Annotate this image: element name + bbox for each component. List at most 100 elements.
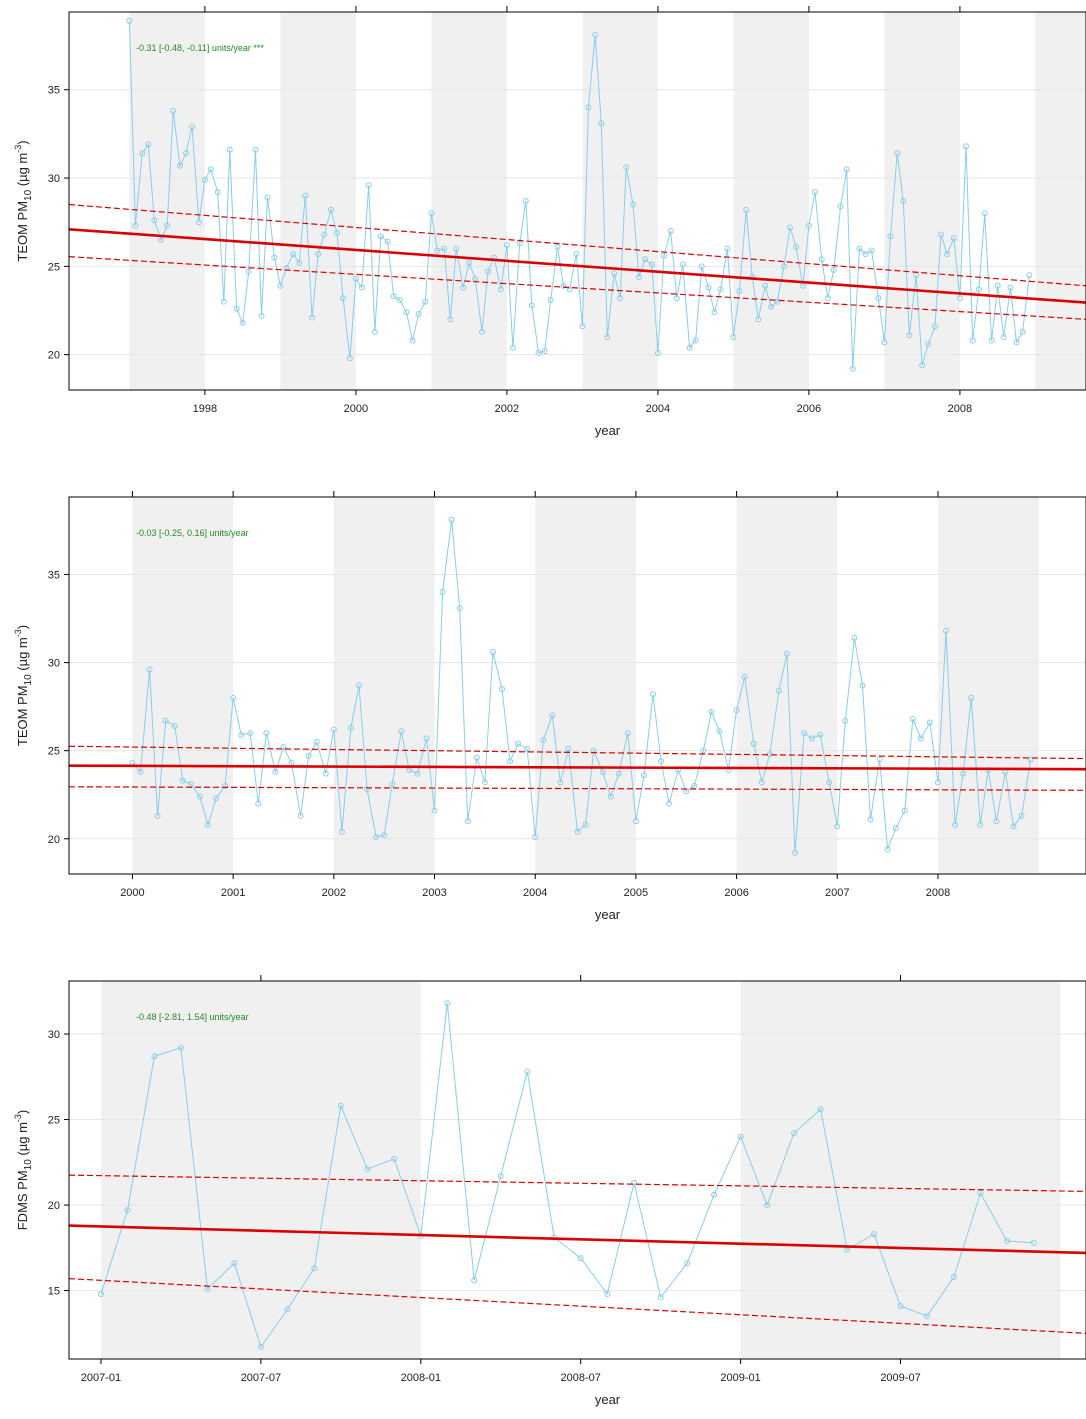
data-point [611, 270, 618, 277]
data-point [302, 192, 309, 199]
data-point [231, 1260, 238, 1267]
data-point [503, 242, 510, 249]
data-point [897, 1302, 904, 1309]
data-point [870, 1231, 877, 1238]
data-point [849, 365, 856, 372]
data-point [934, 779, 941, 786]
data-point [793, 243, 800, 250]
data-point [636, 273, 643, 280]
data-point [834, 823, 841, 830]
data-point [364, 786, 371, 793]
shade-band [733, 12, 809, 390]
data-point [700, 747, 707, 754]
data-point [214, 189, 221, 196]
data-point [509, 344, 516, 351]
data-point [448, 516, 455, 523]
data-point [919, 362, 926, 369]
data-point [247, 730, 254, 737]
data-point [574, 828, 581, 835]
data-point [679, 261, 686, 268]
data-point [309, 314, 316, 321]
data-point [154, 812, 161, 819]
data-point [705, 284, 712, 291]
data-point [708, 708, 715, 715]
y-tick-label: 15 [48, 1286, 60, 1298]
data-point [736, 288, 743, 295]
data-point [969, 337, 976, 344]
data-point [667, 228, 674, 235]
data-point [245, 268, 252, 275]
data-point [257, 1344, 264, 1351]
data-point [296, 259, 303, 266]
plot-area [69, 497, 1086, 874]
data-point [1026, 272, 1033, 279]
plot-frame [68, 11, 1086, 391]
data-point [592, 31, 599, 38]
data-point [909, 715, 916, 722]
x-tick-label: 2007 [825, 887, 849, 899]
x-tick-label: 2008-07 [561, 1372, 601, 1384]
data-point [226, 146, 233, 153]
data-point [230, 694, 237, 701]
data-point [884, 846, 891, 853]
data-point [1010, 823, 1017, 830]
shade-band [740, 981, 1061, 1359]
data-point [330, 726, 337, 733]
data-point [650, 691, 657, 698]
data-point [938, 231, 945, 238]
data-point [535, 349, 542, 356]
data-point [851, 634, 858, 641]
data-point [632, 818, 639, 825]
data-point [981, 210, 988, 217]
data-point [489, 649, 496, 656]
data-point [158, 236, 165, 243]
data-point [481, 779, 488, 786]
data-point [377, 233, 384, 240]
data-point [640, 772, 647, 779]
data-point [658, 758, 665, 765]
data-point [842, 717, 849, 724]
shade-band [535, 497, 636, 874]
data-point [809, 735, 816, 742]
plot-frame [68, 496, 1086, 875]
series-line [132, 519, 1032, 853]
data-point [238, 731, 245, 738]
data-point [441, 245, 448, 252]
data-point [960, 770, 967, 777]
data-point [717, 286, 724, 293]
data-point [657, 1294, 664, 1301]
data-point [774, 298, 781, 305]
data-point [139, 150, 146, 157]
data-point [189, 123, 196, 130]
shade-band [431, 12, 507, 390]
data-point [952, 821, 959, 828]
data-point [222, 782, 229, 789]
data-point [337, 1102, 344, 1109]
trend-upper-ci [69, 203, 1086, 287]
data-point [347, 724, 354, 731]
data-point [924, 1313, 931, 1320]
data-point [151, 1053, 158, 1060]
data-point [730, 334, 737, 341]
shade-band [132, 497, 234, 874]
data-point [631, 1179, 638, 1186]
shade-band [100, 981, 421, 1359]
data-point [977, 821, 984, 828]
data-point [755, 316, 762, 323]
data-point [660, 252, 667, 259]
data-point [577, 1255, 584, 1262]
data-point [894, 150, 901, 157]
data-point [743, 206, 750, 213]
data-point [881, 339, 888, 346]
data-point [988, 337, 995, 344]
plot-frame [68, 980, 1086, 1360]
data-point [164, 222, 171, 229]
data-point [892, 825, 899, 832]
data-point [758, 779, 765, 786]
data-point [466, 259, 473, 266]
data-point [453, 245, 460, 252]
data-point [403, 309, 410, 316]
data-point [124, 1207, 131, 1214]
data-point [741, 673, 748, 680]
